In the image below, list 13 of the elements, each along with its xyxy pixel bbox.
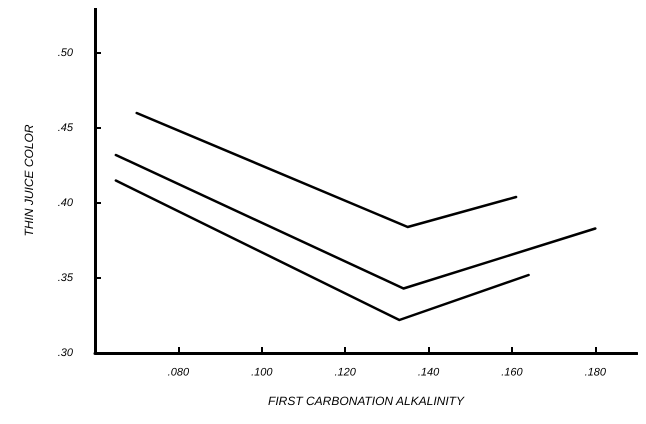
y-tick-label: .30 [58,347,74,359]
y-axis-title: THIN JUICE COLOR [22,124,36,237]
x-tick-label: .120 [334,366,357,378]
x-tick-label: .180 [584,366,607,378]
x-tick-label: .140 [418,366,440,378]
y-tick-label: .35 [58,272,74,284]
x-axis-title: FIRST CARBONATION ALKALINITY [268,394,466,408]
x-tick-label: .080 [168,366,190,378]
y-tick-label: .40 [58,197,74,209]
x-tick-label: .100 [251,366,274,378]
y-tick-label: .50 [58,47,74,59]
y-tick-label: .45 [58,122,74,134]
x-tick-label: .160 [501,366,524,378]
